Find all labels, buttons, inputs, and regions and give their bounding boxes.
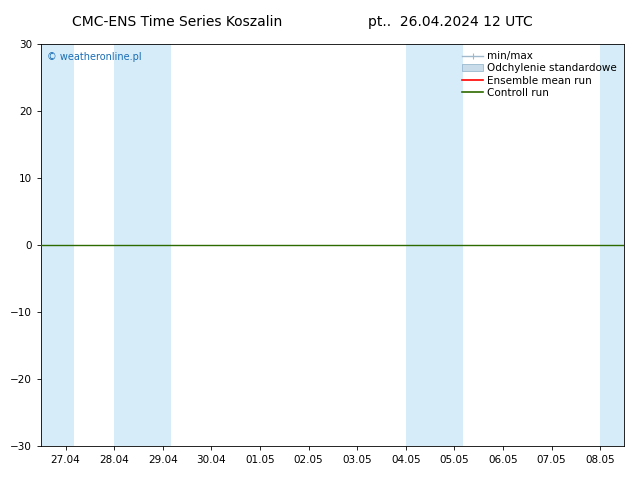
Bar [41,44,74,446]
Legend: min/max, Odchylenie standardowe, Ensemble mean run, Controll run: min/max, Odchylenie standardowe, Ensembl… [460,49,619,100]
Text: pt..  26.04.2024 12 UTC: pt.. 26.04.2024 12 UTC [368,15,533,29]
Bar [114,44,171,446]
Bar [406,44,463,446]
Text: CMC-ENS Time Series Koszalin: CMC-ENS Time Series Koszalin [72,15,283,29]
Bar [600,44,624,446]
Text: © weatheronline.pl: © weatheronline.pl [47,52,141,62]
